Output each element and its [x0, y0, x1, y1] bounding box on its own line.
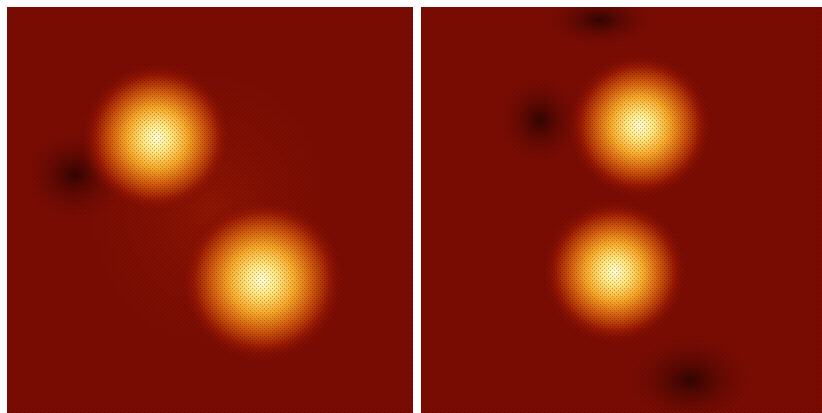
left-panel [7, 7, 413, 413]
image [0, 0, 822, 413]
right-panel [421, 0, 822, 413]
page: (() => { const data = JSON.parse(documen… [0, 0, 822, 413]
